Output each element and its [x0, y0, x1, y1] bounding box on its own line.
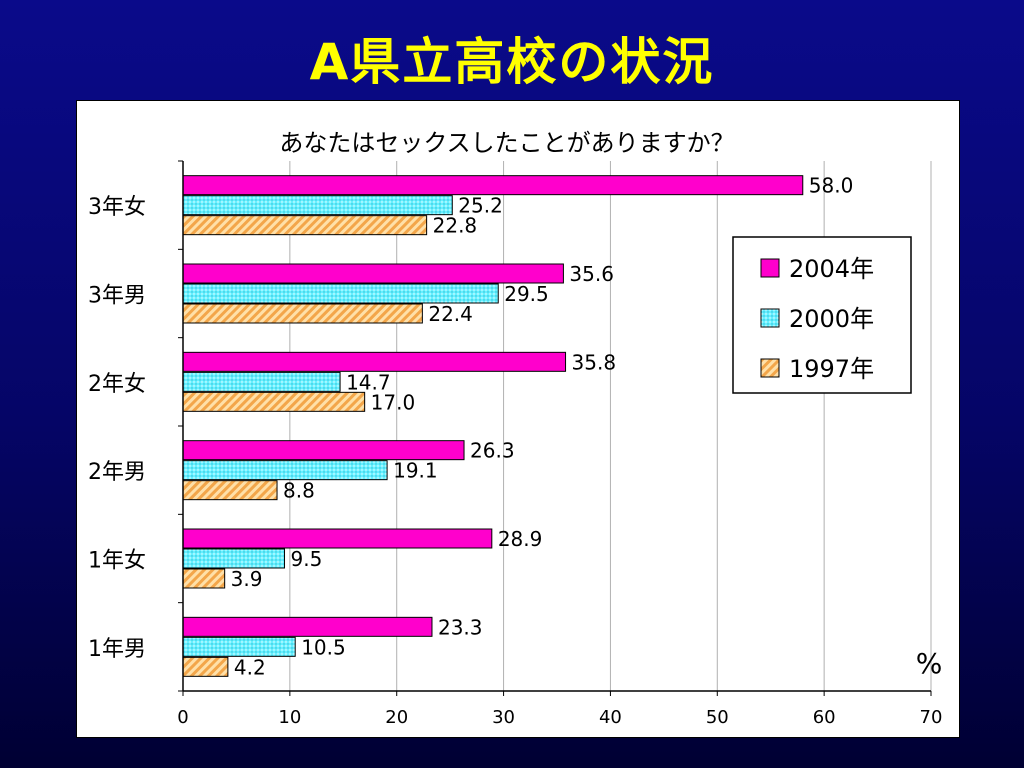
bar-2004	[182, 528, 493, 549]
legend: 2004年 2000年 1997年	[732, 236, 912, 394]
data-label: 19.1	[393, 459, 438, 483]
chart-title: あなたはセックスしたことがありますか？	[279, 129, 734, 157]
bar-2000	[182, 195, 453, 216]
category-label: 1年男	[88, 637, 146, 662]
x-tick-label: 70	[920, 707, 943, 728]
x-tick-label: 20	[385, 707, 408, 728]
data-label: 29.5	[504, 282, 549, 306]
bar-2004	[182, 616, 433, 637]
bar-2000	[182, 283, 499, 304]
bar-2000	[182, 371, 341, 392]
legend-swatch	[760, 358, 780, 378]
category-label: 2年男	[88, 460, 146, 485]
bars: 58.0 25.222.8 35.6 29.5 22.4 35.8 14.717.0 26.3…	[182, 174, 854, 679]
data-label: 14.7	[346, 370, 391, 394]
legend-label: 2000年	[789, 305, 874, 333]
chart-panel: あなたはセックスしたことがありますか？ 58.0 25.2 22.8 35.6 29.5…	[76, 100, 960, 738]
legend-label: 1997年	[789, 355, 874, 383]
slide-title: A県立高校の状況	[309, 33, 715, 91]
bar-1997	[182, 391, 366, 412]
bar-1997	[182, 480, 278, 501]
data-label: 28.9	[498, 527, 543, 551]
bar-2004	[182, 175, 804, 196]
bar-chart: あなたはセックスしたことがありますか？ 58.0 25.222.8 35.6 29.5…	[88, 129, 943, 728]
category-label: 3年女	[88, 195, 146, 220]
x-tick-label: 10	[278, 707, 301, 728]
category-label: 1年女	[88, 549, 146, 574]
data-label: 26.3	[470, 439, 515, 463]
data-label: 10.5	[301, 635, 346, 659]
data-label: 23.3	[438, 615, 483, 639]
bar-1997	[182, 568, 226, 589]
bar-1997	[182, 215, 428, 236]
x-tick-label: 30	[492, 707, 515, 728]
data-label: 35.8	[572, 350, 617, 374]
category-label: 3年男	[88, 284, 146, 309]
data-label: 35.6	[569, 262, 614, 286]
legend-swatch	[760, 308, 780, 328]
data-label: 3.9	[231, 567, 263, 591]
axes: 0 10 20 30 40 50 60 70 3年女 3年男 2年女 2年男 1年女 1年男	[88, 160, 943, 728]
x-tick-label: 50	[706, 707, 729, 728]
data-label: 22.8	[433, 214, 478, 238]
bar-2000	[182, 548, 286, 569]
bar-2004	[182, 263, 564, 284]
unit-label: %	[916, 647, 943, 680]
bar-1997	[182, 656, 229, 677]
bar-2000	[182, 636, 296, 657]
data-label: 8.8	[283, 479, 315, 503]
legend-swatch	[760, 258, 780, 278]
data-label: 17.0	[371, 390, 416, 414]
x-tick-label: 60	[813, 707, 836, 728]
data-label: 58.0	[809, 174, 854, 198]
data-label: 9.5	[291, 547, 323, 571]
bar-2004	[182, 440, 465, 461]
category-label: 2年女	[88, 372, 146, 397]
bar-2004	[182, 351, 567, 372]
data-label: 25.2	[458, 194, 503, 218]
x-tick-label: 40	[599, 707, 622, 728]
data-label: 22.4	[428, 302, 473, 326]
bar-1997	[182, 303, 423, 324]
bar-2000	[182, 460, 388, 481]
x-tick-label: 0	[177, 707, 188, 728]
data-label: 4.2	[234, 655, 266, 679]
legend-label: 2004年	[789, 255, 874, 283]
